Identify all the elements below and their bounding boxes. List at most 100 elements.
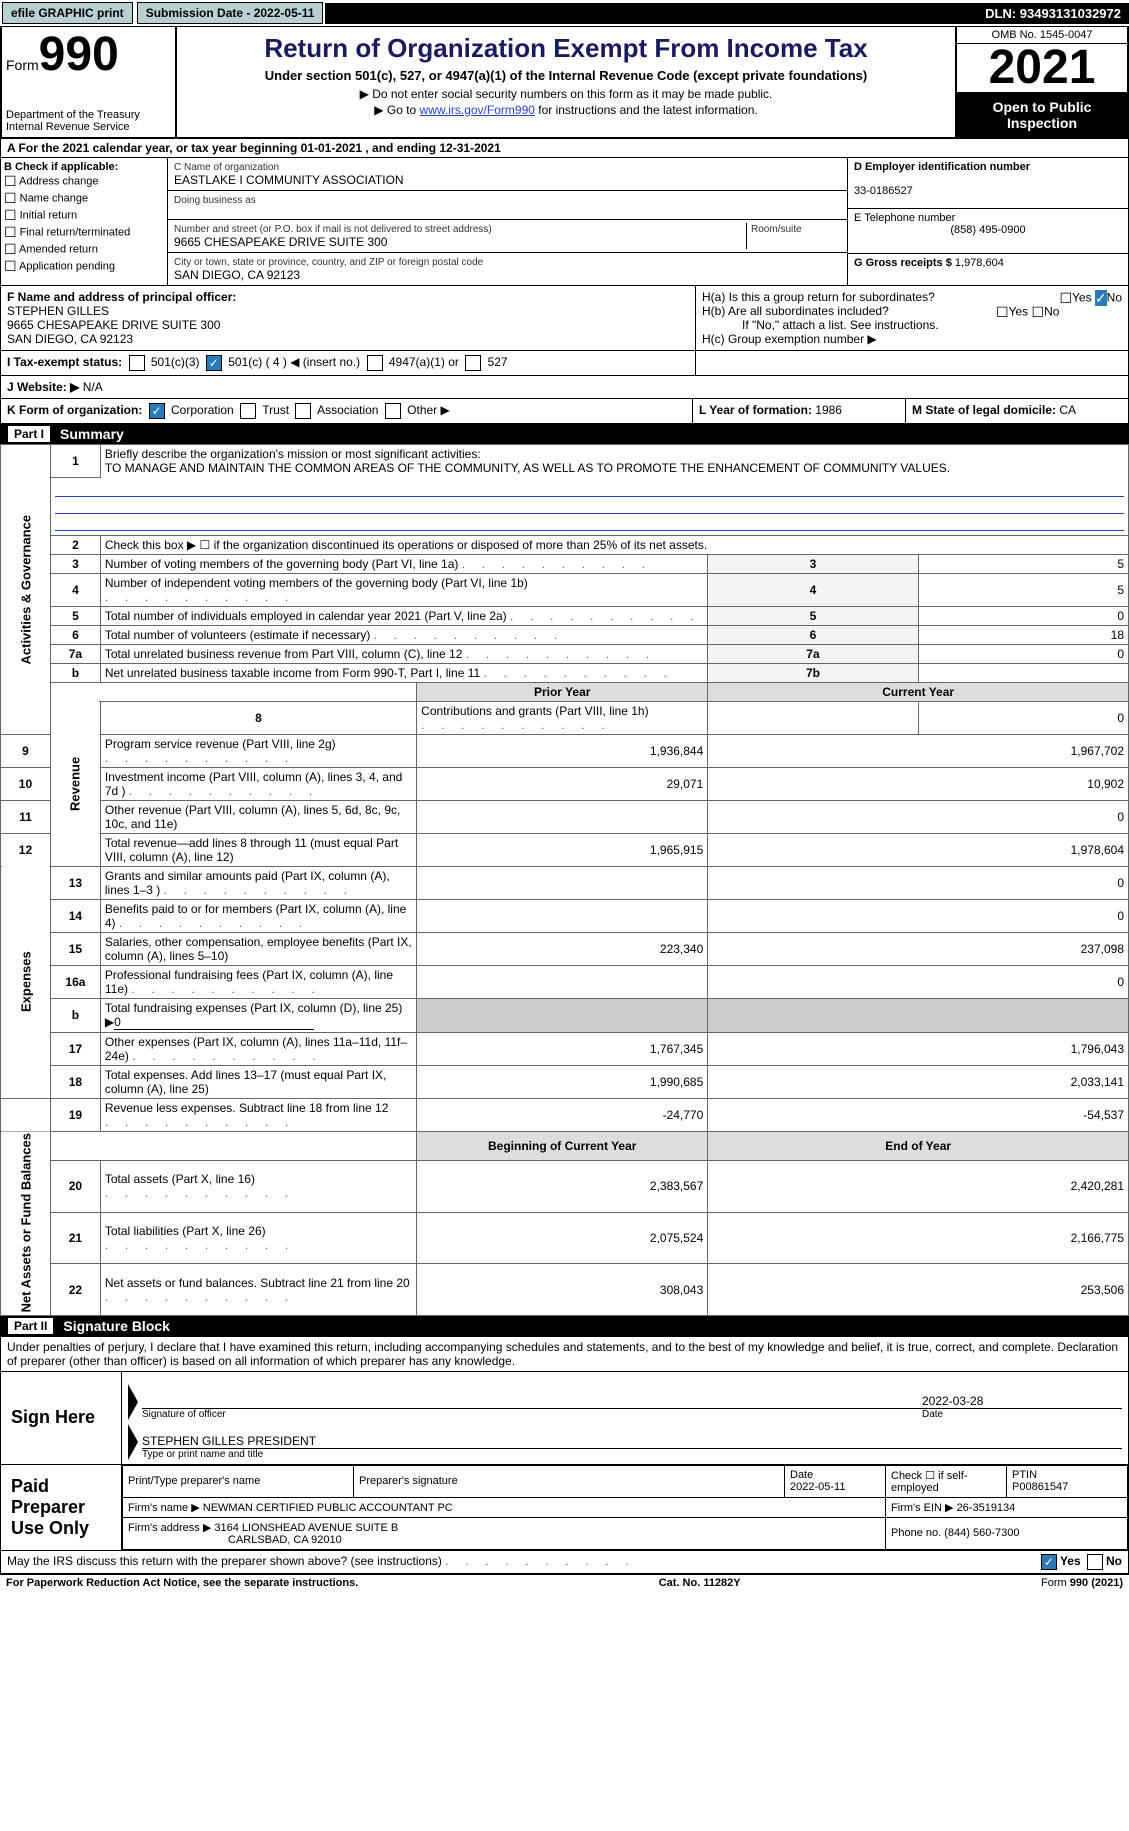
p12: 1,965,915 [417,833,708,866]
chk-assoc[interactable] [295,403,311,419]
p9: 1,936,844 [417,734,708,767]
form-subtitle: Under section 501(c), 527, or 4947(a)(1)… [183,68,949,83]
e22: 253,506 [708,1264,1129,1316]
p15: 223,340 [417,932,708,965]
l8: Contributions and grants (Part VIII, lin… [421,704,648,718]
block-b-c: B Check if applicable: ☐ Address change … [0,158,1129,286]
side-netassets: Net Assets or Fund Balances [1,1131,51,1315]
chk-initial[interactable]: ☐ [4,207,17,223]
efile-print-button[interactable]: efile GRAPHIC print [2,2,133,24]
k-label: K Form of organization: [7,403,142,417]
l-label: L Year of formation: [699,403,812,417]
dln-label: DLN: 93493131032972 [325,3,1129,24]
cur-year-hdr: Current Year [708,682,1129,701]
irs-link[interactable]: www.irs.gov/Form990 [420,103,535,117]
opt-pending: Application pending [19,260,115,272]
submission-date-button[interactable]: Submission Date - 2022-05-11 [137,2,324,24]
l9: Program service revenue (Part VIII, line… [105,737,336,751]
p16a [417,965,708,998]
l2-text: Check this box ▶ ☐ if the organization d… [100,535,1128,554]
chk-address[interactable]: ☐ [4,173,17,189]
f-label: F Name and address of principal officer: [7,290,236,304]
l19: Revenue less expenses. Subtract line 18 … [105,1101,389,1115]
footer: For Paperwork Reduction Act Notice, see … [0,1574,1129,1591]
side-revenue: Revenue [50,701,100,866]
form-title: Return of Organization Exempt From Incom… [183,33,949,64]
p8 [708,701,918,734]
tax-year: 2021 [957,44,1127,93]
c14: 0 [708,899,1129,932]
l3-text: Number of voting members of the governin… [105,557,459,571]
cat-no: Cat. No. 11282Y [659,1577,741,1589]
sig-officer-label: Signature of officer [142,1409,922,1420]
c16a: 0 [708,965,1129,998]
room-label: Room/suite [751,224,802,235]
phone-label: E Telephone number [854,212,955,224]
officer-addr2: SAN DIEGO, CA 92123 [7,332,133,346]
prep-sig-label: Preparer's signature [359,1475,458,1487]
chk-4947[interactable] [367,355,383,371]
chk-527[interactable] [465,355,481,371]
chk-501c[interactable]: ✓ [206,355,222,371]
form-word: Form [6,57,39,73]
p11 [417,800,708,833]
opt-name: Name change [20,192,89,204]
chk-final[interactable]: ☐ [4,224,17,240]
c8: 0 [918,701,1128,734]
city-val: SAN DIEGO, CA 92123 [174,268,300,282]
c-name-label: C Name of organization [174,162,279,173]
part1-title: Summary [60,426,124,442]
firm-addr2: CARLSBAD, CA 92010 [128,1534,342,1546]
open-inspection: Open to Public Inspection [957,93,1127,137]
no-label: No [1106,1554,1122,1568]
goto-line: ▶ Go to www.irs.gov/Form990 for instruct… [183,103,949,117]
chk-corp[interactable]: ✓ [149,403,165,419]
v4: 5 [918,573,1128,606]
hb-yes[interactable]: ☐ [996,304,1009,320]
row-a: A For the 2021 calendar year, or tax yea… [0,139,1129,158]
pra-notice: For Paperwork Reduction Act Notice, see … [6,1577,358,1589]
self-employed: Check ☐ if self-employed [886,1465,1007,1497]
phone-val: (858) 495-0900 [854,224,1122,236]
l4-text: Number of independent voting members of … [105,576,528,590]
block-i: I Tax-exempt status: 501(c)(3) ✓ 501(c) … [0,351,1129,376]
type-name-label: Type or print name and title [142,1449,1122,1460]
l12: Total revenue—add lines 8 through 11 (mu… [105,836,398,864]
sig-date-label: Date [922,1409,1122,1420]
part2-num: Part II [8,1318,53,1334]
ha-yes[interactable]: ☐ [1059,290,1072,306]
chk-amended[interactable]: ☐ [4,241,17,257]
form-header: Form990 Department of the Treasury Inter… [0,27,1129,139]
hb-no[interactable]: ☐ [1032,304,1045,320]
may-discuss-row: May the IRS discuss this return with the… [0,1551,1129,1574]
chk-trust[interactable] [240,403,256,419]
calendar-year-text: A For the 2021 calendar year, or tax yea… [7,141,501,155]
ein-label: D Employer identification number [854,161,1030,173]
l1-text: Briefly describe the organization's miss… [105,447,481,461]
chk-pending[interactable]: ☐ [4,258,17,274]
org-name: EASTLAKE I COMMUNITY ASSOCIATION [174,173,404,187]
firm-ein-label: Firm's EIN ▶ [891,1502,954,1514]
l22: Net assets or fund balances. Subtract li… [105,1276,410,1290]
hc-label: H(c) Group exemption number ▶ [702,332,1122,346]
side-expenses: Expenses [1,866,51,1098]
v7a: 0 [918,644,1128,663]
ha-no[interactable]: ✓ [1095,290,1107,306]
chk-other[interactable] [385,403,401,419]
v6: 18 [918,625,1128,644]
may-no[interactable] [1087,1554,1103,1570]
l5-text: Total number of individuals employed in … [105,609,507,623]
signature-block: Under penalties of perjury, I declare th… [0,1336,1129,1551]
arrow-icon [128,1384,138,1420]
c19: -54,537 [708,1098,1129,1131]
part1-header: Part ISummary [0,424,1129,444]
part2-title: Signature Block [63,1318,170,1334]
chk-name[interactable]: ☐ [4,190,17,206]
chk-501c3[interactable] [129,355,145,371]
may-yes[interactable]: ✓ [1041,1554,1057,1570]
may-discuss: May the IRS discuss this return with the… [7,1554,442,1568]
form-number: 990 [39,28,119,81]
row-k: K Form of organization: ✓ Corporation Tr… [0,399,1129,424]
firm-ein-val: 26-3519134 [957,1502,1016,1514]
dept-treasury: Department of the Treasury [6,109,171,121]
